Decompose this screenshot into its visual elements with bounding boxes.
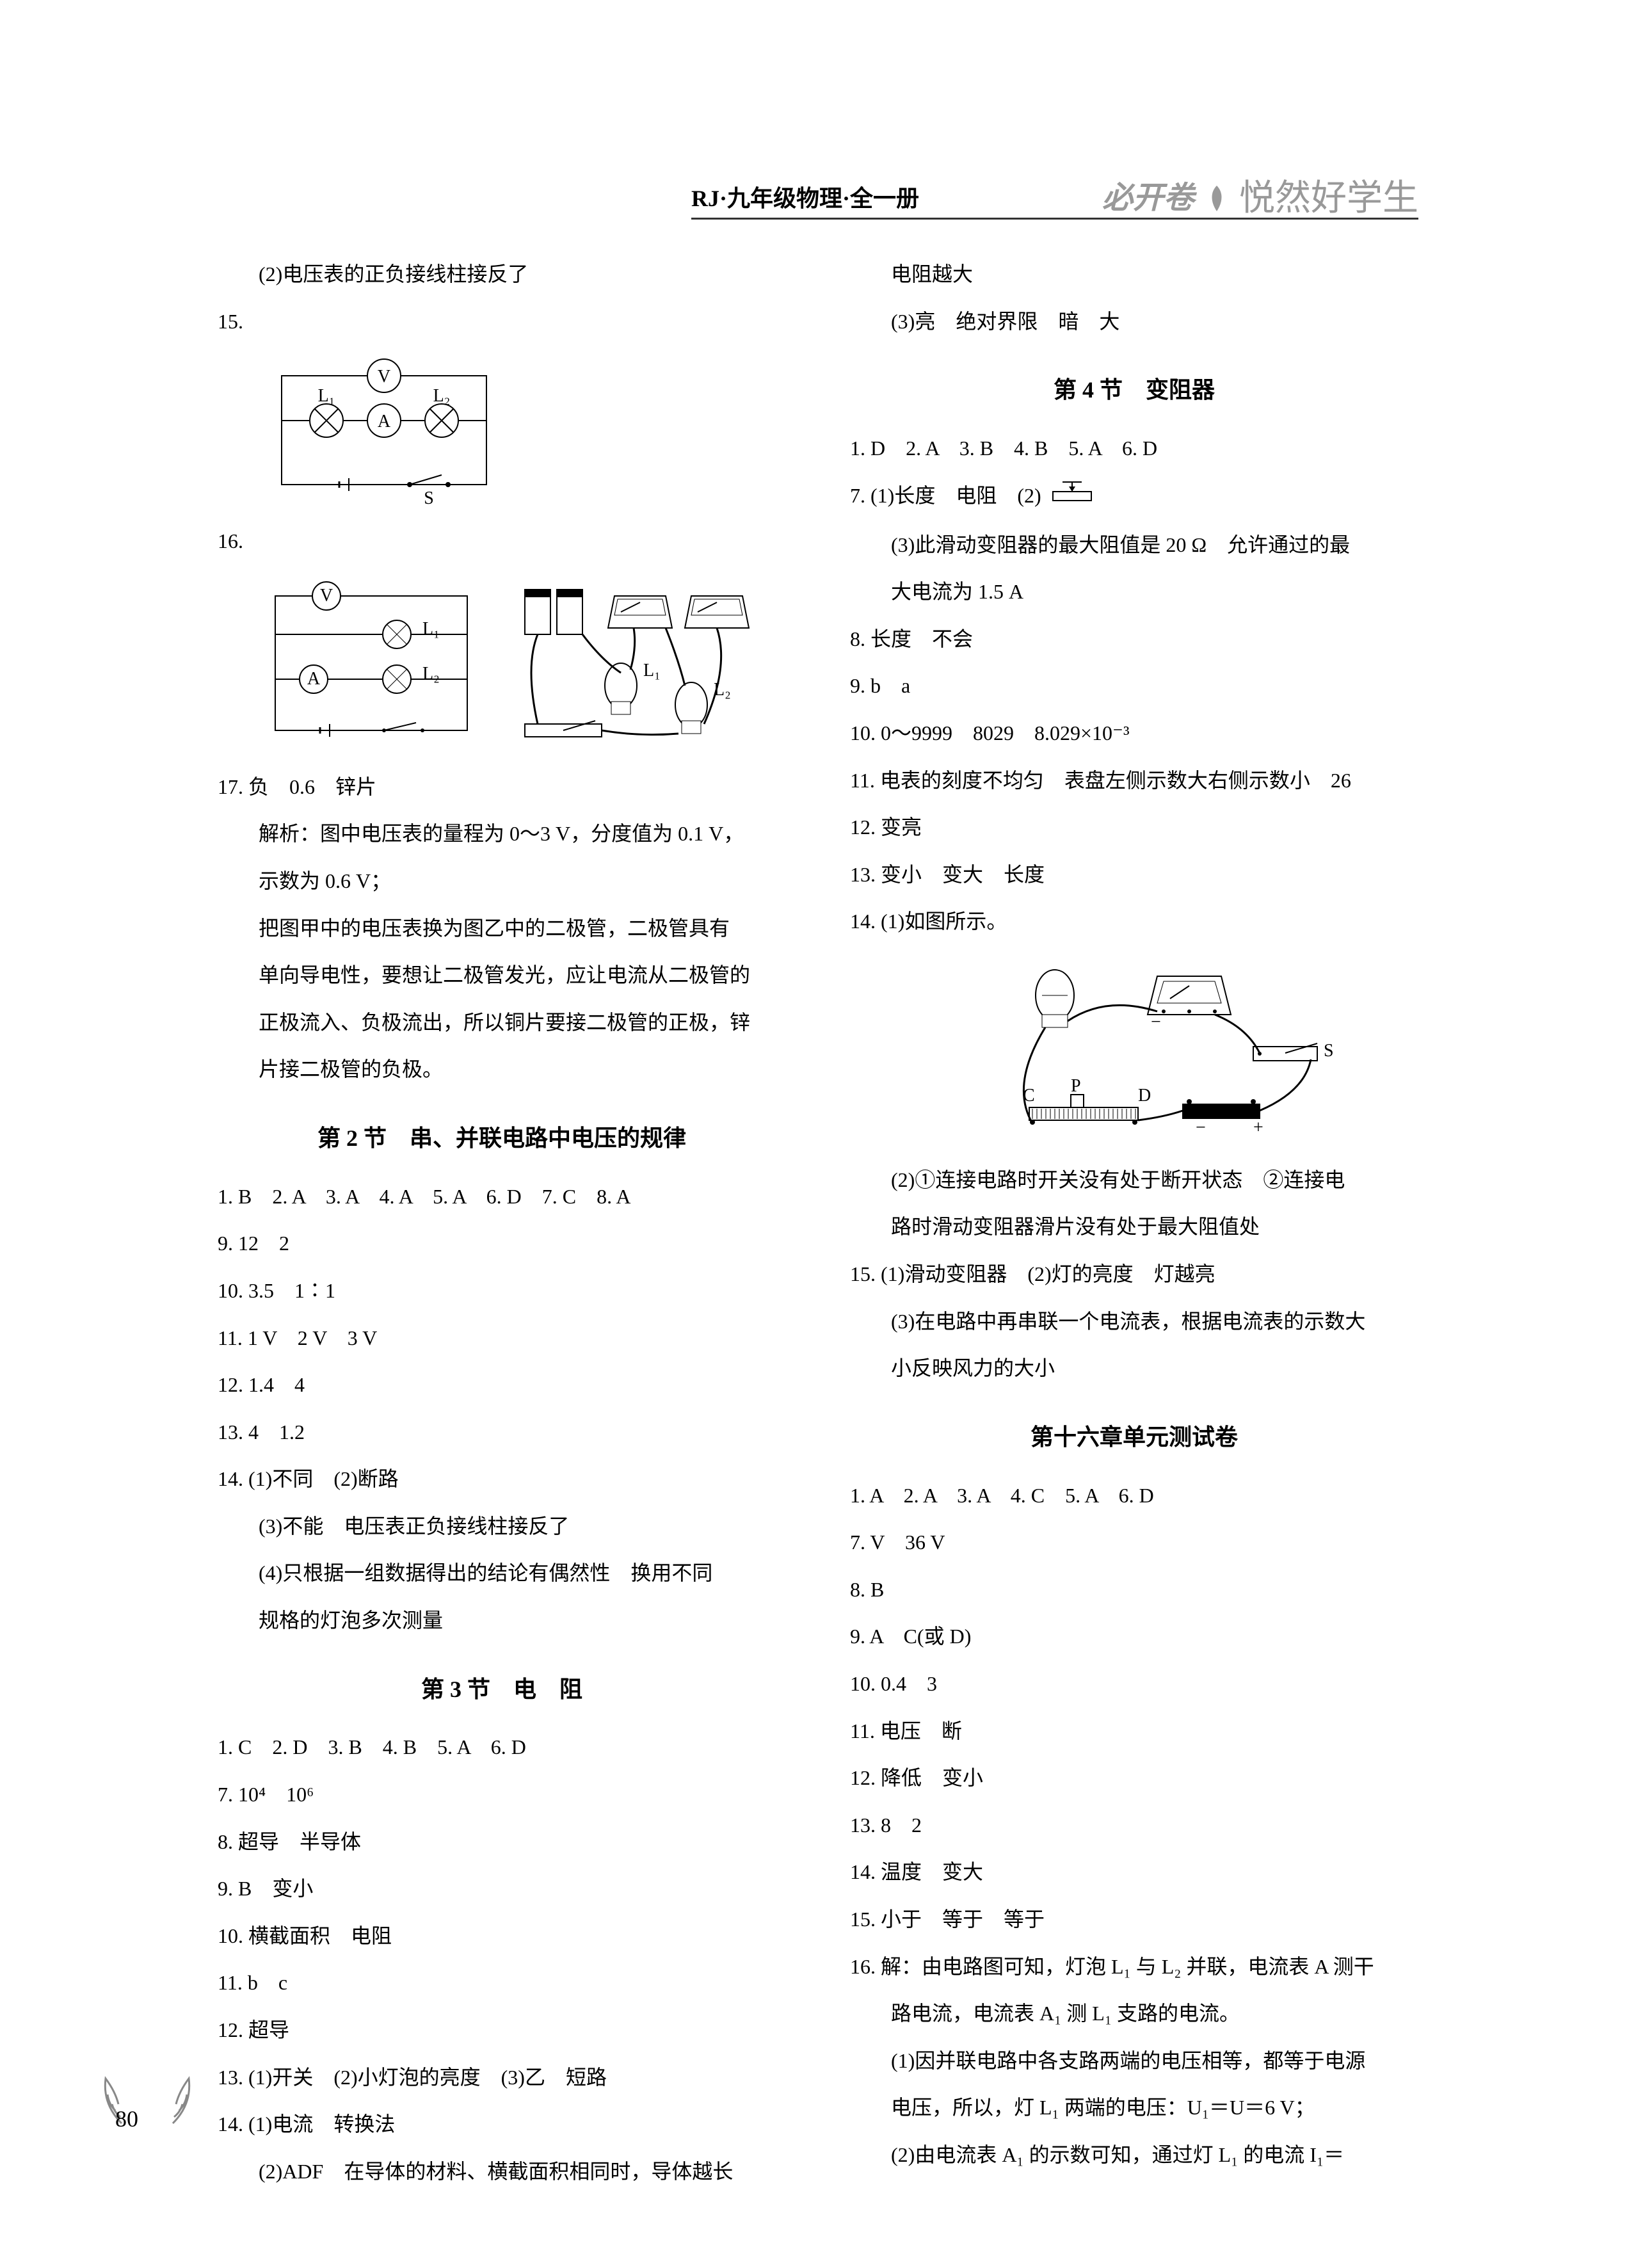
svg-text:L₂: L₂: [422, 664, 440, 684]
chapter-16-title: 第十六章单元测试卷: [850, 1417, 1418, 1458]
answer-text: 解析：图中电压表的量程为 0～3 V，分度值为 0.1 V，: [218, 816, 786, 853]
svg-text:S: S: [424, 488, 434, 508]
answer-text: 11. 电表的刻度不均匀 表盘左侧示数大右侧示数小 26: [850, 762, 1418, 800]
answer-text: 1. B 2. A 3. A 4. A 5. A 6. D 7. C 8. A: [218, 1178, 786, 1216]
answer-text: 14. (1)电流 转换法: [218, 2106, 786, 2143]
answer-text: 9. b a: [850, 668, 1418, 705]
svg-text:A: A: [378, 412, 391, 431]
left-column: (2)电压表的正负接线柱接反了 15. V L₁ A L₂: [218, 256, 786, 2200]
answer-text: (1)因并联电路中各支路两端的电压相等，都等于电源: [850, 2043, 1418, 2080]
answer-text: (4)只根据一组数据得出的结论有偶然性 换用不同: [218, 1555, 786, 1592]
answer-text: 11. b c: [218, 1965, 786, 2002]
header-brand-text: 悦然好学生: [1239, 166, 1418, 231]
circuit-diagram-15: V L₁ A L₂: [256, 357, 512, 510]
section-4-title: 第 4 节 变阻器: [850, 369, 1418, 411]
answer-text: 12. 超导: [218, 2012, 786, 2049]
answer-text: 12. 1.4 4: [218, 1367, 786, 1404]
answer-text: 7. (1)长度 电阻 (2): [850, 478, 1418, 517]
answer-text: 9. B 变小: [218, 1870, 786, 1908]
answer-text: 10. 3.5 1∶1: [218, 1273, 786, 1310]
answer-text: 单向导电性，要想让二极管发光，应让电流从二极管的: [218, 957, 786, 994]
section-2-title: 第 2 节 串、并联电路中电压的规律: [218, 1118, 786, 1159]
answer-text: (3)不能 电压表正负接线柱接反了: [218, 1508, 786, 1545]
answer-text: (3)亮 绝对界限 暗 大: [850, 303, 1418, 341]
answer-text: 1. A 2. A 3. A 4. C 5. A 6. D: [850, 1477, 1418, 1515]
circuit-diagram-16: V L₁ L₂ A: [256, 577, 768, 756]
answer-text: 7. 10⁴ 10⁶: [218, 1776, 786, 1814]
svg-text:L₁: L₁: [643, 661, 661, 680]
answer-text: 9. 12 2: [218, 1225, 786, 1262]
right-column: 电阻越大 (3)亮 绝对界限 暗 大 第 4 节 变阻器 1. D 2. A 3…: [850, 256, 1418, 2200]
answer-text: 规格的灯泡多次测量: [218, 1602, 786, 1639]
answer-text: (3)此滑动变阻器的最大阻值是 20 Ω 允许通过的最: [850, 527, 1418, 564]
answer-text: 17. 负 0.6 锌片: [218, 769, 786, 806]
section-3-title: 第 3 节 电 阻: [218, 1669, 786, 1710]
svg-text:A: A: [307, 669, 321, 689]
laurel-icon: [83, 2059, 211, 2166]
header-brand: 必开卷 悦然好学生: [1102, 166, 1418, 231]
answer-text: 7. V 36 V: [850, 1524, 1418, 1561]
answer-text: 路电流，电流表 A₁ 测 L₁ 支路的电流。: [850, 1995, 1418, 2032]
answer-text: 14. (1)如图所示。: [850, 903, 1418, 940]
answer-text: 示数为 0.6 V；: [218, 863, 786, 900]
answer-text: 15. (1)滑动变阻器 (2)灯的亮度 灯越亮: [850, 1256, 1418, 1293]
answer-text: (3)在电路中再串联一个电流表，根据电流表的示数大: [850, 1303, 1418, 1340]
header-book-title: RJ·九年级物理·全一册: [691, 178, 919, 220]
header-underline: [691, 218, 1418, 220]
circuit-diagram-14: − S − +: [978, 957, 1336, 1149]
answer-text: 15. 小于 等于 等于: [850, 1901, 1418, 1938]
svg-text:P: P: [1071, 1076, 1081, 1096]
answer-text: 14. (1)不同 (2)断路: [218, 1461, 786, 1498]
answer-text: 1. C 2. D 3. B 4. B 5. A 6. D: [218, 1729, 786, 1766]
answer-text: 12. 降低 变小: [850, 1760, 1418, 1797]
svg-text:L₁: L₁: [318, 386, 335, 406]
answer-text: 13. 4 1.2: [218, 1414, 786, 1451]
answer-text: 电压，所以，灯 L₁ 两端的电压：U₁＝U＝6 V；: [850, 2089, 1418, 2127]
svg-text:+: +: [1253, 1118, 1263, 1138]
answer-text: 小反映风力的大小: [850, 1350, 1418, 1387]
answer-text: 12. 变亮: [850, 809, 1418, 846]
svg-text:L₁: L₁: [422, 619, 440, 639]
answer-text: 13. (1)开关 (2)小灯泡的亮度 (3)乙 短路: [218, 2059, 786, 2096]
answer-text: 13. 变小 变大 长度: [850, 857, 1418, 894]
answer-text: 把图甲中的电压表换为图乙中的二极管，二极管具有: [218, 910, 786, 947]
answer-text: 16. 解：由电路图可知，灯泡 L₁ 与 L₂ 并联，电流表 A 测干: [850, 1949, 1418, 1986]
answer-text: 14. 温度 变大: [850, 1854, 1418, 1891]
answer-text: (2)电压表的正负接线柱接反了: [218, 256, 786, 293]
answer-text: (2)由电流表 A₁ 的示数可知，通过灯 L₁ 的电流 I₁＝: [850, 2137, 1418, 2174]
svg-text:V: V: [378, 367, 390, 387]
answer-text: 15.: [218, 303, 786, 341]
answer-text: 电阻越大: [850, 256, 1418, 293]
answer-text: 10. 0.4 3: [850, 1666, 1418, 1703]
answer-text: (2)ADF 在导体的材料、横截面积相同时，导体越长: [218, 2153, 786, 2191]
svg-text:V: V: [320, 586, 333, 606]
answer-text: 路时滑动变阻器滑片没有处于最大阻值处: [850, 1209, 1418, 1246]
answer-text: 8. 超导 半导体: [218, 1824, 786, 1861]
svg-text:S: S: [1324, 1041, 1334, 1061]
answer-text: 10. 横截面积 电阻: [218, 1918, 786, 1955]
answer-text: 13. 8 2: [850, 1807, 1418, 1844]
page-number: 80: [115, 2098, 138, 2140]
header-logo-icon: [1201, 182, 1233, 214]
svg-text:−: −: [1151, 1012, 1161, 1032]
answer-text: 大电流为 1.5 A: [850, 574, 1418, 611]
answer-text: 11. 电压 断: [850, 1713, 1418, 1750]
answer-text: 8. 长度 不会: [850, 621, 1418, 658]
answer-text: 正极流入、负极流出，所以铜片要接二极管的正极，锌: [218, 1004, 786, 1042]
answer-text: 11. 1 V 2 V 3 V: [218, 1320, 786, 1357]
answer-text: (2)①连接电路时开关没有处于断开状态 ②连接电: [850, 1162, 1418, 1199]
answer-text: 片接二极管的负极。: [218, 1051, 786, 1088]
answer-text: 10. 0～9999 8029 8.029×10⁻³: [850, 715, 1418, 752]
answer-text: 16.: [218, 523, 786, 560]
svg-text:−: −: [1196, 1118, 1206, 1138]
answer-text: 8. B: [850, 1572, 1418, 1609]
svg-text:L₂: L₂: [433, 386, 451, 406]
rheostat-symbol-icon: [1047, 479, 1098, 517]
svg-text:D: D: [1138, 1086, 1151, 1106]
answer-text: 9. A C(或 D): [850, 1618, 1418, 1655]
answer-text: 1. D 2. A 3. B 4. B 5. A 6. D: [850, 430, 1418, 467]
